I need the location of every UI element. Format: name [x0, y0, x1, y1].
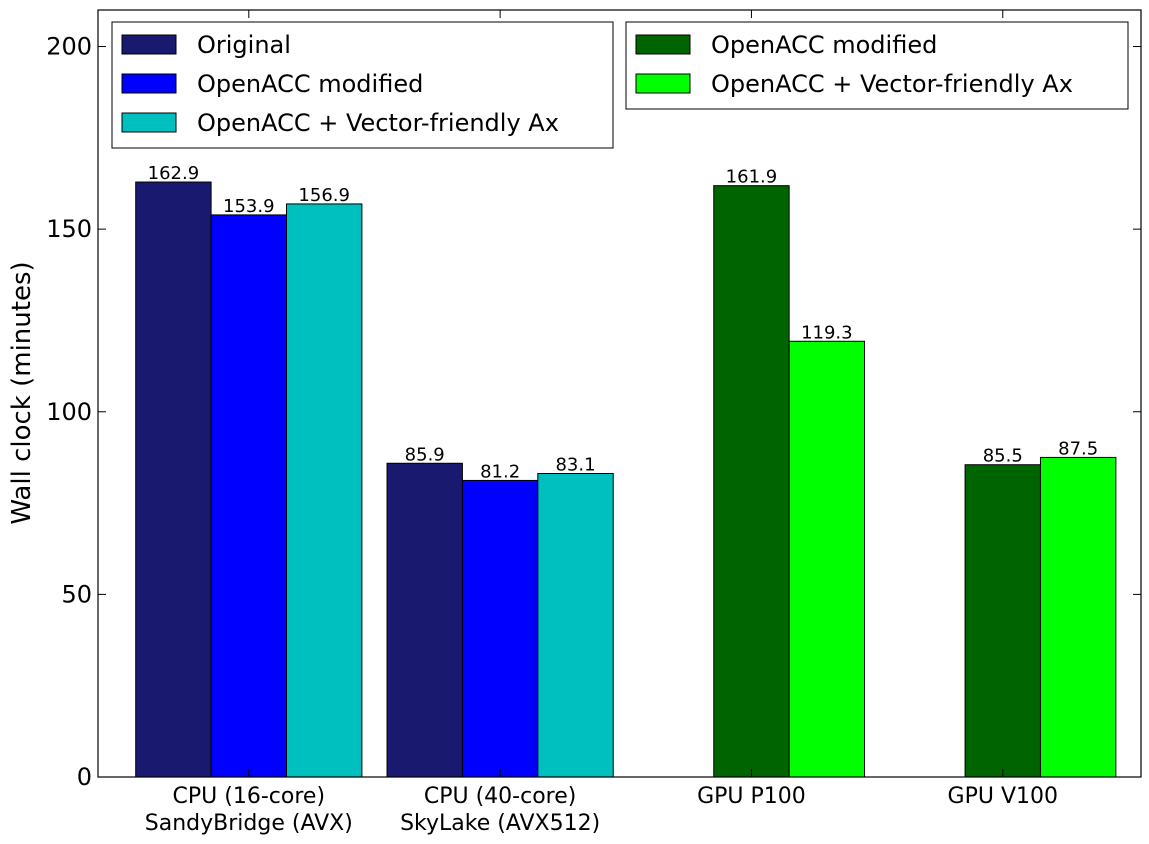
x-tick-label-line2: SkyLake (AVX512)	[400, 811, 600, 836]
bar	[210, 214, 287, 778]
x-axis: CPU (16-core)SandyBridge (AVX) CPU (40-co…	[145, 10, 1058, 836]
bar-value-label: 153.9	[223, 196, 275, 217]
bar	[788, 340, 866, 778]
bars-layer	[135, 181, 1117, 778]
bar-value-label: 85.9	[405, 444, 445, 465]
bar	[713, 185, 790, 778]
y-tick-label: 50	[61, 580, 92, 608]
plot-frame	[97, 9, 1142, 778]
bar-value-label: 156.9	[298, 185, 350, 206]
bar	[964, 464, 1041, 778]
legend-swatch	[121, 112, 177, 133]
x-tick-label-line2: SandyBridge (AVX)	[145, 811, 353, 836]
bar	[461, 479, 539, 778]
bar	[386, 462, 463, 778]
y-axis: 0 50 100 150 200	[46, 33, 1141, 791]
y-tick-label: 200	[46, 33, 92, 61]
legend-swatch	[635, 73, 691, 94]
y-tick-label: 0	[77, 763, 92, 791]
bar-value-label: 85.5	[983, 446, 1023, 467]
legend-cpu: Original OpenACC modified OpenACC + Vector…	[111, 21, 614, 149]
legend-label: Original	[197, 31, 291, 59]
bar	[285, 203, 363, 778]
bar-value-label: 83.1	[555, 454, 595, 475]
legend-label: OpenACC + Vector-friendly Ax	[197, 109, 559, 137]
legend-swatch	[635, 34, 691, 55]
bar	[1039, 456, 1117, 778]
x-tick-label: CPU (16-core)	[173, 784, 325, 809]
legend-gpu: OpenACC modified OpenACC + Vector-friendl…	[625, 21, 1129, 110]
legend-label: OpenACC modified	[197, 70, 423, 98]
bar	[135, 181, 212, 778]
bar-value-label: 87.5	[1058, 438, 1098, 459]
legend-box	[625, 21, 1129, 110]
y-tick-label: 100	[46, 398, 92, 426]
y-axis-label: Wall clock (minutes)	[7, 261, 37, 524]
bar-value-label: 119.3	[801, 322, 853, 343]
x-tick-label: GPU P100	[697, 784, 806, 809]
bar-labels-layer: 162.9 85.9 153.9 81.2 156.9 83.1 161.9 85.5 119.…	[148, 163, 1099, 482]
legend-swatch	[121, 73, 177, 94]
legend-swatch	[121, 34, 177, 55]
bar	[537, 472, 614, 778]
legend-label: OpenACC modified	[711, 31, 937, 59]
bar-value-label: 161.9	[726, 167, 778, 188]
x-tick-label: CPU (40-core)	[424, 784, 576, 809]
x-tick-label: GPU V100	[948, 784, 1058, 809]
y-tick-label: 150	[46, 215, 92, 243]
legend-label: OpenACC + Vector-friendly Ax	[711, 70, 1073, 98]
bar-value-label: 162.9	[148, 163, 200, 184]
bar-value-label: 81.2	[480, 461, 520, 482]
legend-box	[111, 21, 614, 149]
